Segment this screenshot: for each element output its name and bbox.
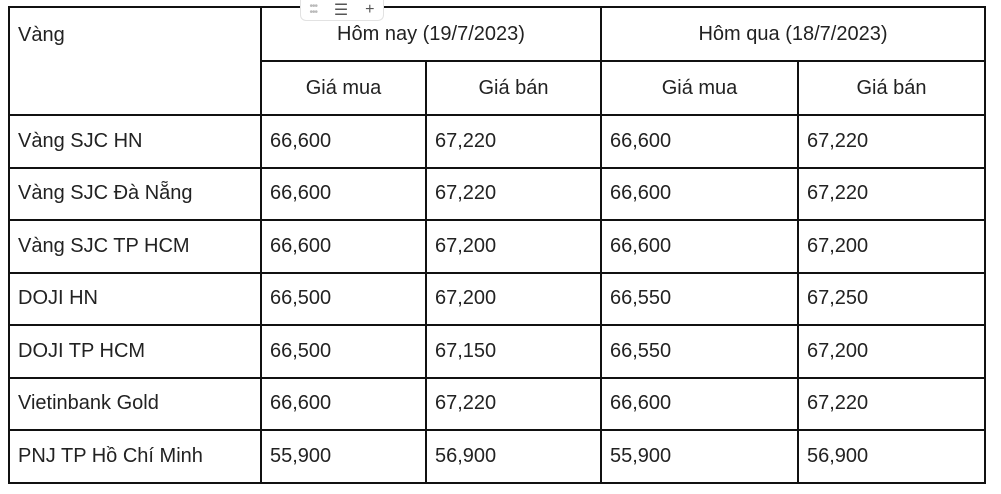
- cell-yesterday-sell: 67,220: [797, 166, 986, 221]
- header-yesterday: Hôm qua (18/7/2023): [600, 6, 986, 62]
- cell-yesterday-sell: 56,900: [797, 429, 986, 484]
- cell-yesterday-buy: 66,550: [600, 324, 799, 379]
- cell-today-sell: 56,900: [425, 429, 602, 484]
- cell-brand: DOJI HN: [8, 271, 262, 326]
- cell-yesterday-sell: 67,220: [797, 114, 986, 169]
- cell-today-buy: 66,500: [260, 271, 427, 326]
- cell-yesterday-sell: 67,200: [797, 219, 986, 274]
- cell-today-buy: 66,600: [260, 219, 427, 274]
- cell-yesterday-sell: 67,220: [797, 376, 986, 431]
- table-row: Vàng SJC HN 66,600 67,220 66,600 67,220: [8, 114, 986, 169]
- cell-today-sell: 67,200: [425, 271, 602, 326]
- header-today-sell: Giá bán: [425, 60, 602, 116]
- cell-yesterday-buy: 66,600: [600, 114, 799, 169]
- cell-yesterday-buy: 66,600: [600, 376, 799, 431]
- cell-today-sell: 67,200: [425, 219, 602, 274]
- cell-yesterday-sell: 67,250: [797, 271, 986, 326]
- cell-yesterday-buy: 66,600: [600, 166, 799, 221]
- cell-today-sell: 67,220: [425, 376, 602, 431]
- cell-yesterday-sell: 67,200: [797, 324, 986, 379]
- cell-today-buy: 66,600: [260, 166, 427, 221]
- table-row: Vàng SJC TP HCM 66,600 67,200 66,600 67,200: [8, 219, 986, 274]
- table-row: Vàng SJC Đà Nẵng 66,600 67,220 66,600 67,220: [8, 166, 986, 221]
- header-yesterday-sell: Giá bán: [797, 60, 986, 116]
- cell-today-sell: 67,220: [425, 166, 602, 221]
- cell-brand: PNJ TP Hồ Chí Minh: [8, 429, 262, 484]
- cell-today-buy: 55,900: [260, 429, 427, 484]
- cell-brand: Vietinbank Gold: [8, 376, 262, 431]
- table-row: DOJI HN 66,500 67,200 66,550 67,250: [8, 271, 986, 326]
- cell-today-sell: 67,150: [425, 324, 602, 379]
- cell-brand: Vàng SJC HN: [8, 114, 262, 169]
- drag-handle-icon[interactable]: ••• •••: [309, 1, 317, 18]
- header-today-buy: Giá mua: [260, 60, 427, 116]
- header-today: Hôm nay (19/7/2023): [260, 6, 602, 62]
- cell-brand: Vàng SJC TP HCM: [8, 219, 262, 274]
- table-row: DOJI TP HCM 66,500 67,150 66,550 67,200: [8, 324, 986, 379]
- table-row: Vietinbank Gold 66,600 67,220 66,600 67,220: [8, 376, 986, 431]
- cell-yesterday-buy: 66,600: [600, 219, 799, 274]
- cell-brand: Vàng SJC Đà Nẵng: [8, 166, 262, 221]
- cell-yesterday-buy: 55,900: [600, 429, 799, 484]
- cell-today-buy: 66,600: [260, 376, 427, 431]
- table-row: PNJ TP Hồ Chí Minh 55,900 56,900 55,900 56,9…: [8, 429, 986, 484]
- cell-today-sell: 67,220: [425, 114, 602, 169]
- gold-price-table: Vàng Hôm nay (19/7/2023) Hôm qua (18/7/2…: [8, 6, 986, 484]
- align-icon[interactable]: ☰: [333, 2, 349, 19]
- table-toolbar: ••• ••• ☰ +: [300, 0, 384, 21]
- plus-icon[interactable]: +: [365, 1, 375, 18]
- cell-brand: DOJI TP HCM: [8, 324, 262, 379]
- header-vang: Vàng: [8, 6, 262, 116]
- cell-today-buy: 66,500: [260, 324, 427, 379]
- cell-today-buy: 66,600: [260, 114, 427, 169]
- header-yesterday-buy: Giá mua: [600, 60, 799, 116]
- cell-yesterday-buy: 66,550: [600, 271, 799, 326]
